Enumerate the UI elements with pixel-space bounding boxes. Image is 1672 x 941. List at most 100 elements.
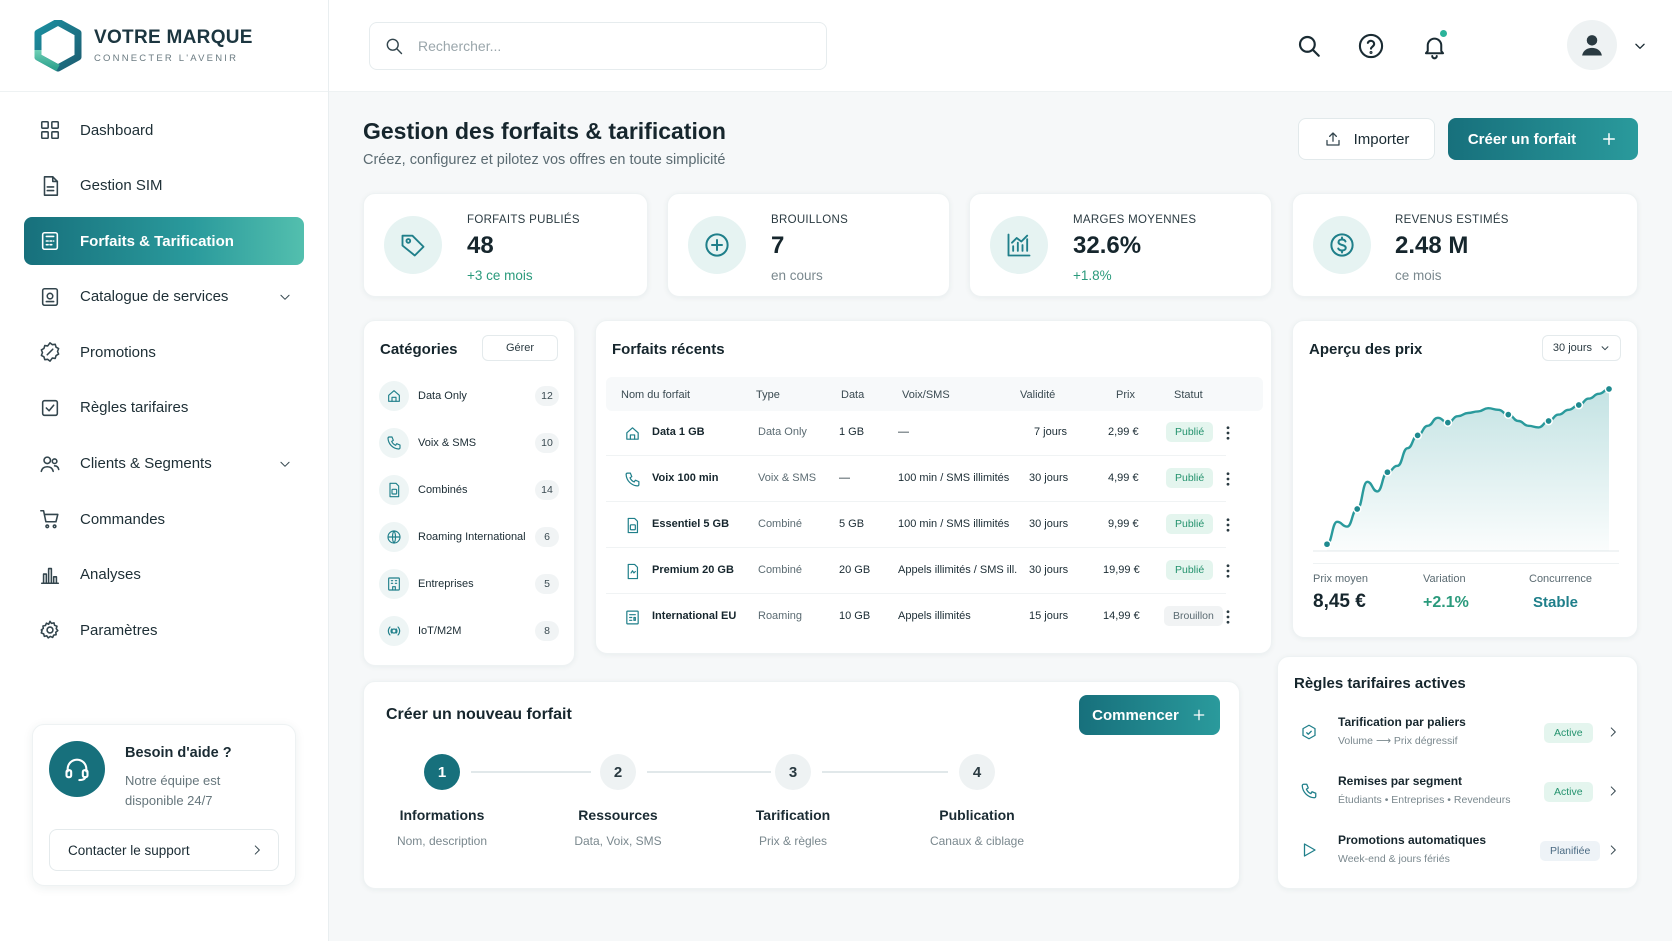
sidebar-item-clients[interactable]: Clients & Segments [24,440,304,488]
status-badge: Publié [1166,560,1214,580]
chevron-down-icon[interactable] [278,290,292,304]
sidebar-item-label: Forfaits & Tarification [80,232,234,250]
step-4-title: Publication [939,807,1015,823]
plan-voice: Appels illimités / SMS ill. [898,564,1018,576]
upload-icon [1325,132,1340,146]
step-3-sub: Prix & règles [758,834,828,848]
step-2-sub: Data, Voix, SMS [574,834,662,848]
cart-icon [40,510,59,529]
chart-area [1327,389,1609,551]
table-row[interactable]: Voix 100 min Voix & SMS — 100 min / SMS … [606,458,1230,502]
notification-dot [1439,29,1448,38]
rules-icon [41,399,59,417]
help-icon[interactable] [1353,28,1389,64]
chart-point[interactable] [1544,416,1553,426]
chart-point[interactable] [1352,504,1362,514]
table-row[interactable]: Data 1 GB Data Only 1 GB — 7 jours 2,99 … [606,412,1230,456]
user-avatar[interactable] [1567,20,1617,70]
category-item[interactable]: IoT/M2M 8 [379,615,559,647]
home-tag-icon [379,381,409,411]
category-label: Roaming International [418,531,526,543]
chart-point[interactable] [1322,539,1332,549]
grid-icon [40,120,60,140]
table-row[interactable]: Premium 20 GB Combiné 20 GB Appels illim… [606,550,1230,594]
more-vertical-icon[interactable] [1218,514,1238,536]
category-label: Voix & SMS [418,437,477,449]
category-item[interactable]: Combinés 14 [379,474,559,506]
user-icon [1582,35,1602,56]
brand[interactable]: VOTRE MARQUE CONNECTER L'AVENIR [0,0,328,92]
start-wizard-button[interactable]: Commencer [1079,695,1220,735]
rule-title: Remises par segment [1338,774,1463,788]
more-vertical-icon[interactable] [1218,606,1238,628]
sidebar-item-analyses[interactable]: Analyses [24,551,304,599]
contact-support-button[interactable]: Contacter le support [49,829,279,871]
more-vertical-icon[interactable] [1218,468,1238,490]
period-select[interactable]: 30 jours [1542,335,1621,361]
step-4-circle[interactable]: 4 [959,754,995,790]
plan-data: 1 GB [839,426,865,438]
rule-item[interactable]: Tarification par paliers Volume ⟶ Prix d… [1294,709,1616,759]
help-title: Besoin d'aide ? [125,745,232,761]
step-2-circle[interactable]: 2 [600,754,636,790]
search-box[interactable] [369,22,827,70]
help-card: Besoin d'aide ? Notre équipe est disponi… [32,724,296,886]
plan-type: Combiné [758,564,803,576]
chart-series-line [1326,387,1610,546]
chart-point[interactable] [1413,431,1422,440]
sidebar-item-promotions[interactable]: Promotions [24,328,304,376]
sidebar-item-regles[interactable]: Règles tarifaires [24,384,304,432]
notification-bell-icon[interactable] [1416,28,1452,64]
kpi-label: REVENUS ESTIMÉS [1395,214,1509,226]
more-vertical-icon[interactable] [1218,560,1238,582]
import-button[interactable]: Importer [1298,118,1435,160]
chevron-down-icon[interactable] [278,457,292,471]
plan-price: 2,99 € [1108,426,1139,438]
recent-plans-title: Forfaits récents [612,341,725,358]
sidebar-item-parametres[interactable]: Paramètres [24,606,304,654]
plan-price: 19,99 € [1103,564,1140,576]
sidebar-item-catalogue[interactable]: Catalogue de services [24,273,304,321]
manage-categories-button[interactable]: Gérer [482,335,558,361]
active-rules-title: Règles tarifaires actives [1294,675,1466,692]
more-vertical-icon[interactable] [1218,422,1238,444]
kpi-card-published: FORFAITS PUBLIÉS 48 +3 ce mois [363,193,648,297]
rule-item[interactable]: Remises par segment Étudiants • Entrepri… [1294,768,1616,818]
plan-validity: 30 jours [1029,518,1069,530]
import-label: Importer [1353,130,1410,148]
category-item[interactable]: Voix & SMS 10 [379,427,559,459]
create-plan-button[interactable]: Créer un forfait [1448,118,1638,160]
plan-voice: — [898,426,909,438]
sidebar-item-dashboard[interactable]: Dashboard [24,106,304,154]
chart-point[interactable] [1443,418,1453,427]
sidebar-item-commandes[interactable]: Commandes [24,495,304,543]
topbar [329,0,1672,92]
sidebar-item-gestion-sim[interactable]: Gestion SIM [24,162,304,210]
table-row[interactable]: International EU Roaming 10 GB Appels il… [606,596,1230,640]
chart-point[interactable] [1604,384,1614,394]
plan-type: Data Only [758,426,807,438]
step-1-circle[interactable]: 1 [424,754,460,790]
step-3-circle[interactable]: 3 [775,754,811,790]
search-icon[interactable] [1291,28,1327,64]
category-item[interactable]: Roaming International 6 [379,521,559,553]
step-4-sub: Canaux & ciblage [929,834,1025,848]
wizard-title: Créer un nouveau forfait [386,706,572,723]
sidebar-item-label: Paramètres [80,621,158,639]
step-2-title: Ressources [578,807,658,823]
chart-point[interactable] [1383,467,1392,477]
categories-card: Catégories Gérer Data Only 12 Voix & SMS… [363,320,575,666]
plan-validity: 15 jours [1029,610,1069,622]
search-input[interactable] [418,38,798,54]
chart-point[interactable] [1503,410,1513,419]
chevron-down-icon[interactable] [1633,39,1647,53]
sim-icon [379,475,409,505]
category-item[interactable]: Entreprises 5 [379,568,559,600]
rule-item[interactable]: Promotions automatiques Week-end & jours… [1294,827,1616,877]
rule-status-badge: Active [1544,782,1593,802]
table-row[interactable]: Essentiel 5 GB Combiné 5 GB 100 min / SM… [606,504,1230,548]
phone-icon [620,467,644,491]
chart-point[interactable] [1574,400,1584,410]
category-item[interactable]: Data Only 12 [379,380,559,412]
sidebar-item-forfaits[interactable]: Forfaits & Tarification [24,217,304,266]
